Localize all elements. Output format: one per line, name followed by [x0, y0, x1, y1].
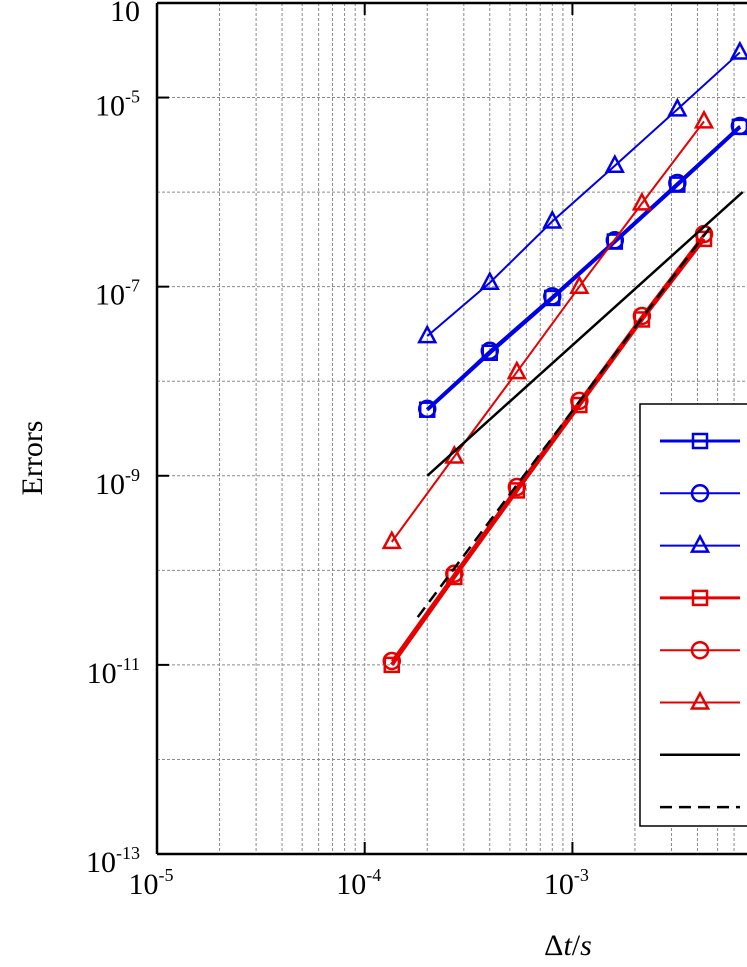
y-tick-label: 10-5 [95, 87, 140, 123]
legend-sample-marker [691, 589, 709, 607]
data-point [480, 341, 500, 361]
data-point [631, 191, 653, 211]
legend-sample-marker [689, 533, 711, 553]
y-axis-title: Errors [16, 421, 49, 496]
y-tick-label: 10 [110, 0, 140, 28]
series-3 [417, 40, 747, 344]
x-tick-label: 10-5 [129, 865, 174, 901]
data-point [668, 173, 687, 193]
series-2 [417, 116, 747, 419]
series-line [416, 221, 715, 618]
data-point [632, 306, 652, 326]
x-axis-title-slash: / [572, 929, 581, 962]
y-tick-label: 10-11 [87, 654, 140, 690]
data-point [729, 40, 747, 60]
x-tick-label: 10-3 [544, 865, 589, 901]
data-point [445, 564, 464, 584]
data-point [382, 651, 402, 671]
x-axis-title-t: t [563, 929, 572, 962]
legend-entry [660, 533, 740, 553]
legend-entry [660, 484, 740, 503]
legend-entry [660, 589, 740, 607]
data-point [381, 530, 402, 550]
plot-frame [155, 1, 747, 856]
legend-entry [660, 432, 740, 450]
data-point [730, 116, 747, 136]
data-point [542, 209, 563, 229]
series-8 [416, 221, 715, 618]
legend-entry [660, 690, 740, 710]
x-axis-title: Δt/s [544, 929, 592, 962]
legend-sample-marker [690, 640, 710, 660]
y-tick-label: 10-9 [95, 465, 140, 501]
y-tick-label: 10-7 [95, 276, 140, 312]
data-point [569, 274, 590, 294]
legend-sample-marker [691, 432, 709, 450]
legend-entry [660, 640, 740, 660]
data-point [604, 154, 625, 174]
series-line [426, 191, 744, 477]
data-point [693, 109, 715, 129]
series-line [390, 120, 705, 543]
data-point [417, 399, 437, 419]
x-axis-title-delta: Δ [544, 929, 563, 962]
legend-box [639, 403, 747, 827]
data-point [543, 287, 562, 306]
data-point [507, 477, 527, 497]
x-axis-title-s: s [580, 929, 592, 962]
data-point [667, 97, 688, 117]
legend-sample-marker [689, 690, 711, 710]
data-point [605, 230, 625, 250]
data-point [417, 324, 438, 344]
series-line [425, 125, 742, 412]
series-7 [426, 191, 744, 477]
legend [639, 403, 747, 827]
data-point [506, 360, 527, 380]
series-line [426, 51, 741, 337]
data-point [479, 271, 500, 291]
series-layer [381, 40, 747, 674]
series-line [426, 125, 741, 410]
legend-sample-marker [690, 484, 710, 503]
data-point [570, 391, 589, 411]
y-tick-label: 10-13 [86, 843, 140, 879]
x-tick-label: 10-4 [336, 865, 381, 901]
